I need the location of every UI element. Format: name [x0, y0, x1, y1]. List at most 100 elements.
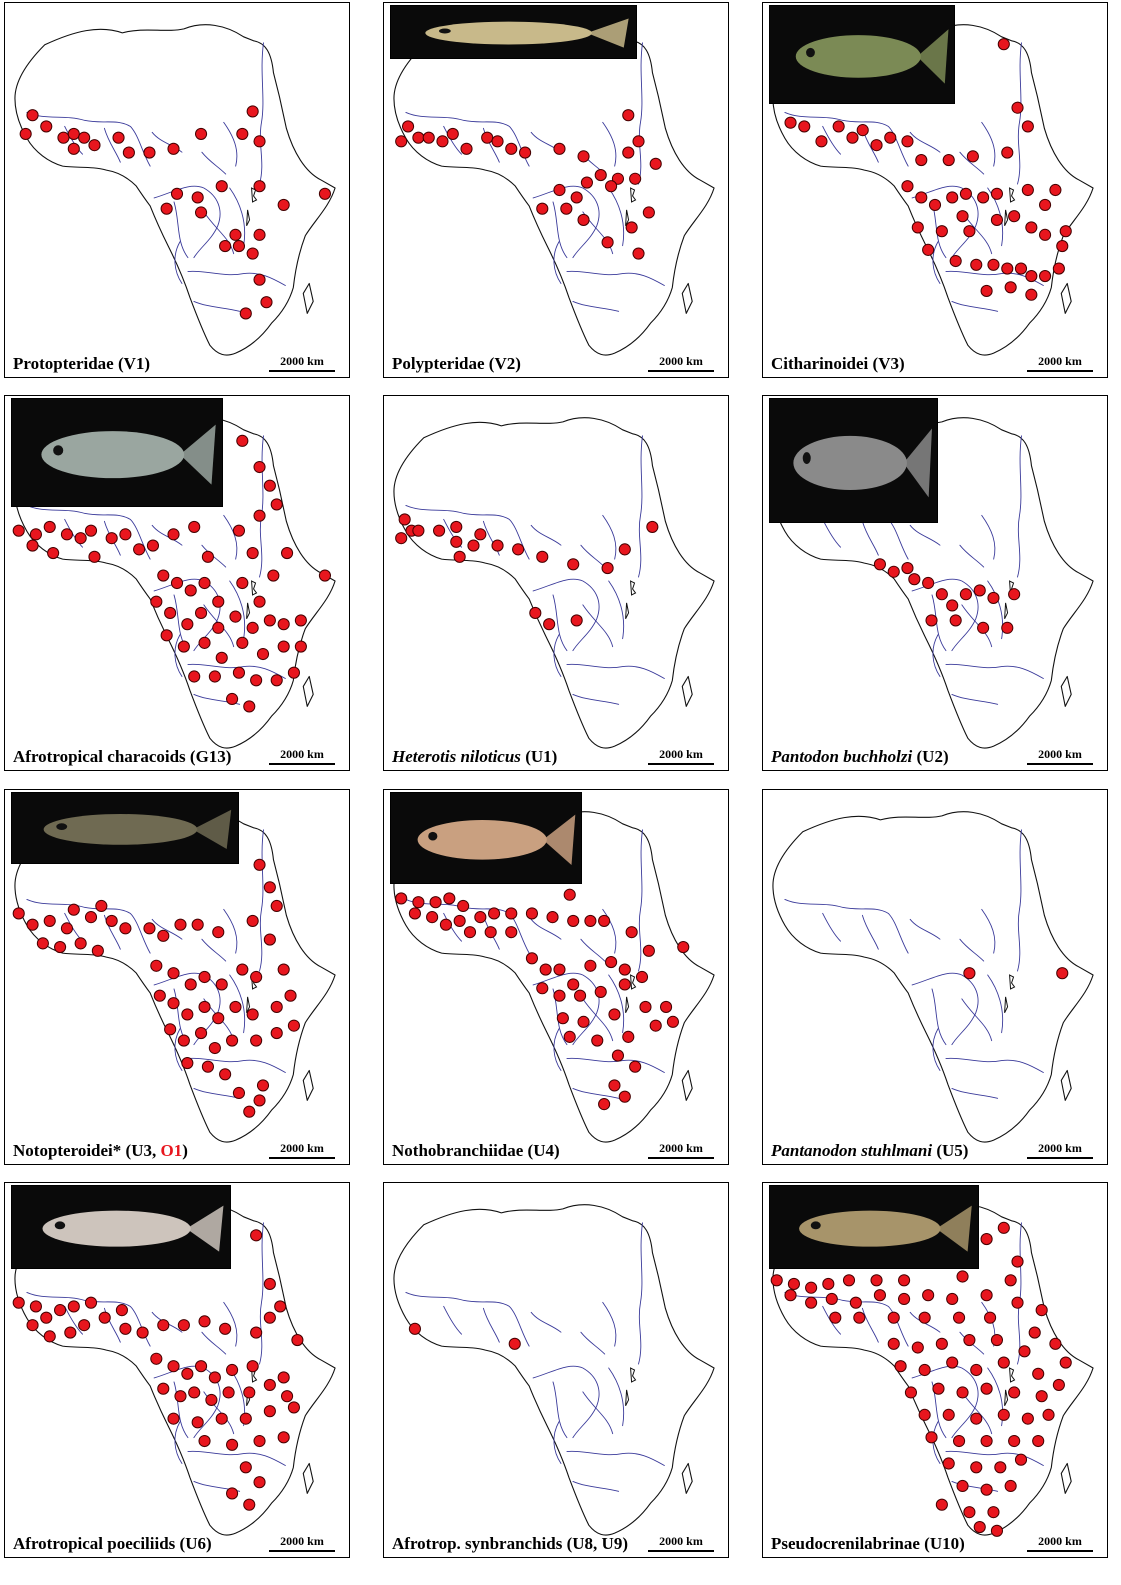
congo-river — [911, 972, 979, 1046]
occurrence-dot — [222, 1386, 235, 1399]
occurrence-dot — [956, 1479, 969, 1493]
occurrence-dot — [563, 1030, 576, 1043]
scale-bar: 2000 km — [269, 1534, 335, 1552]
occurrence-dot — [164, 1023, 177, 1036]
scale-label: 2000 km — [659, 1141, 703, 1155]
occurrence-dot — [119, 1322, 132, 1335]
occurrence-dot — [608, 1008, 621, 1021]
occurrence-dot — [263, 881, 276, 894]
scale-bar: 2000 km — [269, 1141, 335, 1159]
occurrence-dot — [935, 225, 948, 238]
occurrence-dot — [942, 1408, 955, 1421]
occurrence-dot — [408, 1322, 421, 1335]
occurrence-dot — [946, 191, 959, 204]
occurrence-dot — [1011, 1296, 1024, 1309]
occurrence-dot — [191, 1416, 204, 1429]
scale-label: 2000 km — [1038, 1534, 1082, 1548]
occurrence-dot — [232, 240, 246, 253]
occurrence-dot — [153, 989, 166, 1002]
occurrence-dot — [949, 614, 962, 627]
scale-bar: 2000 km — [269, 747, 335, 765]
occurrence-dot — [91, 944, 104, 957]
scale-label: 2000 km — [1038, 1141, 1082, 1155]
occurrence-dot — [26, 1319, 39, 1332]
occurrence-dot — [1014, 262, 1028, 275]
occurrence-dot — [208, 670, 221, 683]
occurrence-dot — [567, 914, 580, 927]
occurrence-dot — [901, 562, 914, 575]
occurrence-dot — [567, 978, 580, 991]
occurrence-dot — [167, 967, 180, 980]
occurrence-dot — [632, 135, 645, 148]
occurrence-dot — [150, 595, 163, 608]
occurrence-dot — [208, 1041, 221, 1055]
occurrence-dot — [429, 896, 442, 909]
africa-map — [12, 811, 336, 1143]
occurrence-dot — [608, 1079, 621, 1092]
occurrence-dot — [318, 569, 332, 582]
occurrence-dot — [1021, 120, 1034, 133]
occurrence-dot — [243, 1105, 256, 1118]
occurrence-dot — [54, 940, 67, 954]
occurrence-dot — [243, 1386, 256, 1399]
occurrence-dot — [277, 963, 290, 976]
occurrence-dot — [1025, 221, 1038, 234]
lake — [1004, 187, 1016, 227]
occurrence-dot — [243, 700, 256, 713]
occurrence-dot — [536, 982, 549, 995]
scale-label: 2000 km — [1038, 354, 1082, 368]
occurrence-dot — [784, 116, 797, 129]
map-panel-p5: Heterotis niloticus (U1) 2000 km — [383, 395, 729, 771]
occurrence-dot — [952, 1311, 966, 1324]
occurrence-dot — [60, 922, 74, 935]
occurrence-dots — [784, 38, 1072, 301]
fish-illustration — [41, 424, 216, 485]
occurrence-dot — [959, 588, 972, 601]
occurrence-dot — [1052, 262, 1065, 275]
occurrence-dot — [1014, 1453, 1028, 1466]
occurrence-dot — [67, 142, 80, 155]
occurrence-dot — [922, 243, 935, 256]
occurrence-dot — [26, 918, 39, 931]
africa-map — [772, 811, 1094, 1143]
occurrence-dot — [997, 1221, 1010, 1234]
occurrence-dot — [873, 1289, 886, 1302]
occurrence-dot — [433, 524, 446, 537]
congo-river — [911, 1365, 979, 1439]
occurrence-dot — [911, 221, 924, 234]
occurrence-dot — [594, 985, 607, 998]
africa-map — [393, 1204, 715, 1536]
scale-line — [1027, 763, 1093, 765]
panel-title: Afrotrop. synbranchids (U8, U9) — [392, 1534, 628, 1553]
map-panel-p3: Citharinoidei (V3) 2000 km — [762, 2, 1108, 378]
occurrence-dot — [263, 933, 276, 946]
scale-line — [269, 370, 335, 372]
occurrence-dot — [629, 172, 642, 185]
occurrence-dot — [942, 153, 955, 167]
occurrence-dot — [177, 1034, 190, 1047]
occurrence-dot — [236, 576, 249, 590]
occurrence-dot — [253, 460, 266, 474]
occurrence-dot — [236, 963, 249, 976]
occurrence-dot — [832, 120, 845, 133]
occurrence-dot — [167, 528, 180, 541]
occurrence-dot — [611, 1049, 625, 1062]
africa-coastline — [393, 811, 715, 1143]
nile-river — [1017, 1222, 1022, 1365]
africa-map — [393, 417, 715, 749]
occurrence-dot — [925, 1431, 938, 1444]
occurrence-dot — [29, 528, 42, 541]
scale-bar: 2000 km — [648, 1141, 714, 1159]
occurrence-dot — [246, 914, 259, 927]
occurrence-dot — [677, 940, 690, 954]
occurrence-dot — [67, 127, 80, 140]
occurrence-dot — [246, 1360, 259, 1373]
occurrence-dot — [250, 674, 263, 687]
occurrence-dot — [157, 569, 170, 582]
occurrence-dot — [194, 606, 208, 620]
africa-coastline — [14, 1204, 336, 1536]
occurrence-dot — [250, 1229, 263, 1242]
occurrence-dot — [987, 1506, 1000, 1519]
occurrence-dot — [618, 963, 631, 976]
occurrence-dot — [946, 1356, 959, 1369]
